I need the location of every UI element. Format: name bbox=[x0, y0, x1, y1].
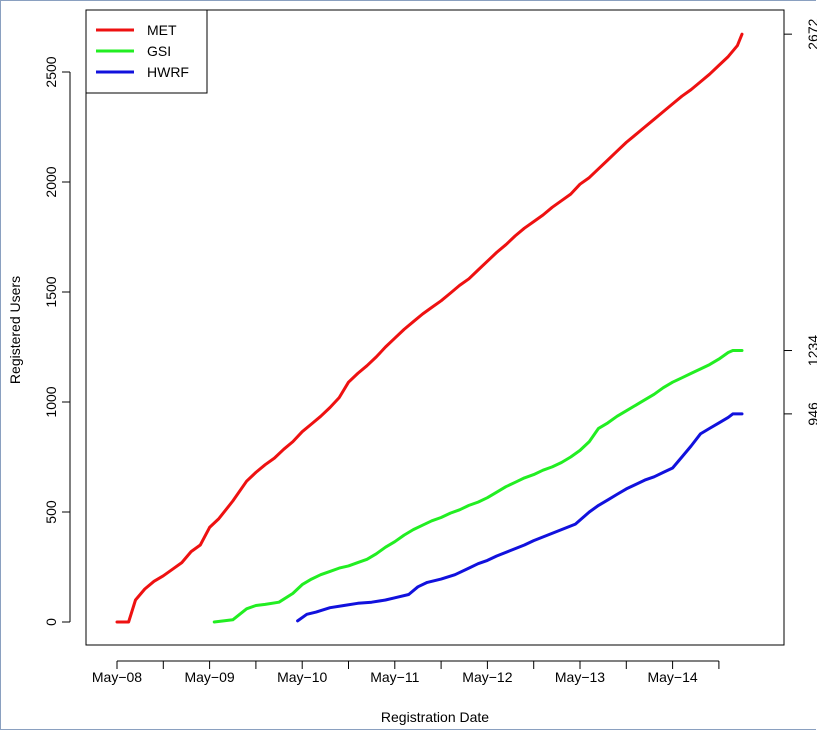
legend: MET GSI HWRF bbox=[85, 9, 208, 94]
y-tick-label: 2000 bbox=[43, 166, 59, 197]
x-tick-label: May−13 bbox=[555, 669, 605, 685]
y-tick-label: 2500 bbox=[43, 56, 59, 87]
x-tick-label: May−10 bbox=[277, 669, 327, 685]
series-line-met bbox=[115, 32, 744, 624]
x-tick-label: May−14 bbox=[647, 669, 697, 685]
x-tick-label: May−08 bbox=[92, 669, 142, 685]
y-axis-title: Registered Users bbox=[7, 276, 23, 384]
right-tick-label: 946 bbox=[805, 402, 817, 426]
legend-label: GSI bbox=[147, 43, 171, 59]
x-tick-label: May−11 bbox=[370, 669, 419, 685]
x-tick-label: May−09 bbox=[184, 669, 234, 685]
series-lines bbox=[115, 32, 744, 624]
right-tick-label: 2672 bbox=[805, 18, 817, 49]
plot-box bbox=[85, 9, 785, 646]
y-tick-label: 1500 bbox=[43, 276, 59, 307]
y-tick-label: 1000 bbox=[43, 386, 59, 417]
x-axis-title: Registration Date bbox=[381, 709, 489, 725]
legend-label: MET bbox=[147, 22, 177, 38]
axes: 0 500 1000 1500 2000 2500 May−08 May−09 May−10 Ma… bbox=[7, 9, 817, 725]
y-tick-label: 0 bbox=[43, 618, 59, 626]
series-line-gsi bbox=[212, 349, 744, 624]
legend-label: HWRF bbox=[147, 64, 189, 80]
series-line-hwrf bbox=[296, 412, 744, 623]
right-tick-label: 1234 bbox=[805, 335, 817, 366]
x-tick-label: May−12 bbox=[462, 669, 512, 685]
y-tick-label: 500 bbox=[43, 500, 59, 524]
